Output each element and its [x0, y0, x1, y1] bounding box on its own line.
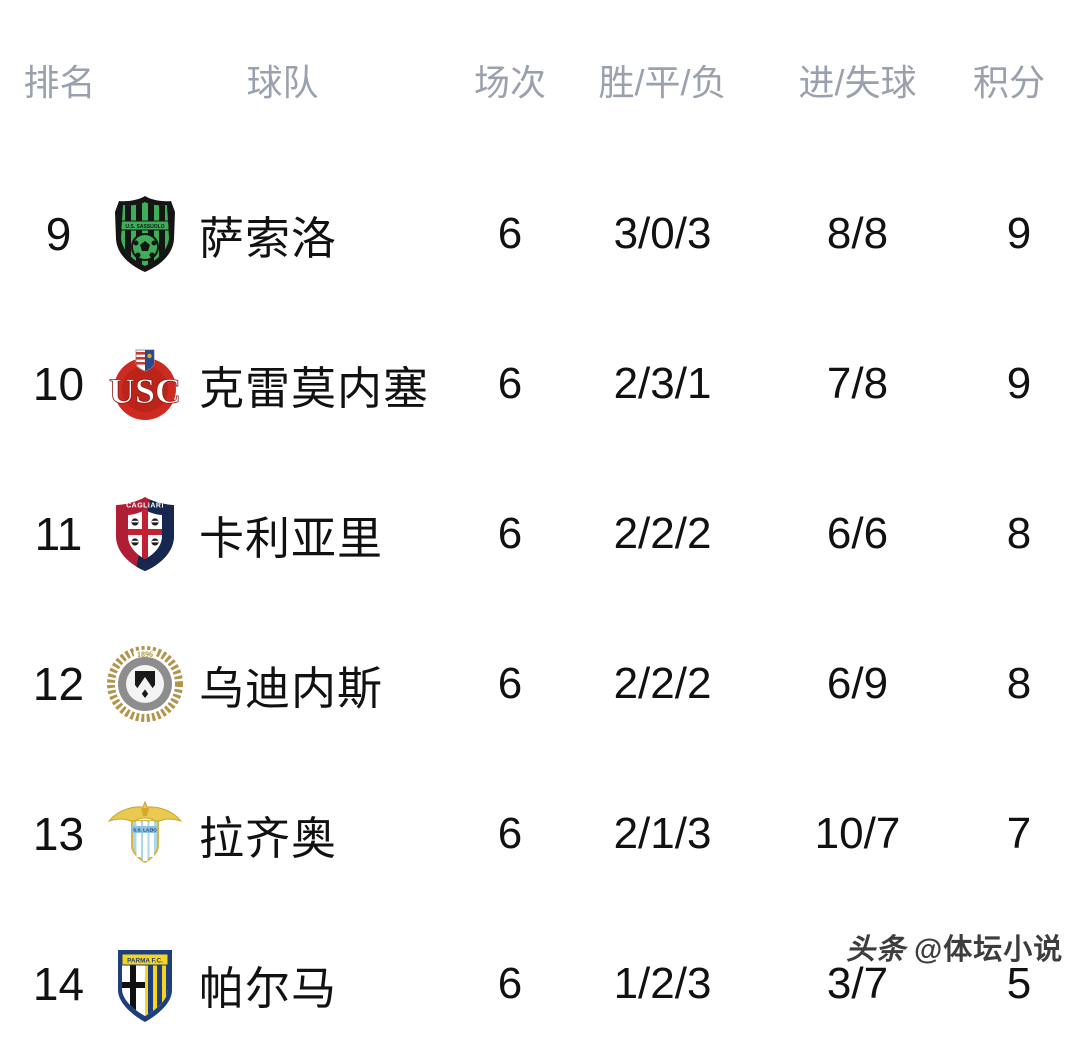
rank-cell: 12 [32, 658, 85, 710]
wdl-cell: 2/2/2 [613, 509, 712, 558]
team-cell: 帕尔马 [105, 944, 460, 1024]
cremonese-crest-icon [105, 344, 185, 424]
watermark-brand-label: 头条 [846, 934, 907, 966]
points-cell: 7 [1006, 809, 1032, 858]
rank-cell: 14 [32, 958, 85, 1010]
matches-cell: 6 [497, 809, 523, 858]
goals-cell: 7/8 [826, 359, 889, 408]
rank-cell: 9 [45, 208, 72, 260]
matches-cell: 6 [497, 659, 523, 708]
goals-cell: 6/9 [826, 659, 889, 708]
header-goals: 进/失球 [798, 62, 917, 103]
team-name: 乌迪内斯 [199, 662, 384, 714]
header-rank: 排名 [23, 62, 96, 103]
points-cell: 9 [1006, 359, 1032, 408]
header-wdl: 胜/平/负 [598, 62, 727, 103]
table-row[interactable]: 13 拉齐奥 6 2/1/3 10/7 7 [0, 759, 1068, 909]
goals-cell: 6/6 [826, 509, 889, 558]
header-points: 积分 [972, 62, 1045, 103]
wdl-cell: 3/0/3 [613, 209, 712, 258]
rank-cell: 13 [32, 808, 85, 860]
team-name: 卡利亚里 [199, 512, 384, 564]
team-name: 萨索洛 [199, 212, 338, 264]
table-row[interactable]: 11 卡利亚里 6 2/2/2 6/6 8 [0, 459, 1068, 609]
points-cell: 8 [1006, 509, 1032, 558]
goals-cell: 8/8 [826, 209, 889, 258]
watermark-author-handle: @体坛小说 [914, 934, 1064, 966]
rank-cell: 11 [34, 508, 83, 560]
table-row[interactable]: 9 萨索洛 6 3/0/3 8/8 9 [0, 159, 1068, 309]
cagliari-crest-icon [105, 494, 185, 574]
wdl-cell: 2/3/1 [613, 359, 712, 408]
points-cell: 9 [1006, 209, 1032, 258]
team-cell: 萨索洛 [105, 194, 460, 274]
table-row[interactable]: 10 克雷莫内塞 6 2/3/1 7/8 9 [0, 309, 1068, 459]
points-cell: 8 [1006, 659, 1032, 708]
team-name: 帕尔马 [199, 962, 338, 1014]
lazio-crest-icon [105, 794, 185, 874]
wdl-cell: 2/2/2 [613, 659, 712, 708]
parma-crest-icon [105, 944, 185, 1024]
team-cell: 乌迪内斯 [105, 644, 460, 724]
table-body: 9 萨索洛 6 3/0/3 8/8 9 10 克雷莫内塞 6 2/3/1 7/8… [0, 159, 1068, 1059]
rank-cell: 10 [32, 358, 85, 410]
matches-cell: 6 [497, 509, 523, 558]
sassuolo-crest-icon [105, 194, 185, 274]
team-name: 克雷莫内塞 [199, 362, 430, 414]
udinese-crest-icon [105, 644, 185, 724]
watermark: 头条 @体坛小说 [846, 926, 1063, 968]
table-header: 排名 球队 场次 胜/平/负 进/失球 积分 [0, 0, 1068, 106]
team-cell: 克雷莫内塞 [105, 344, 460, 424]
table-row[interactable]: 12 乌迪内斯 6 2/2/2 6/9 8 [0, 609, 1068, 759]
team-cell: 卡利亚里 [105, 494, 460, 574]
wdl-cell: 2/1/3 [613, 809, 712, 858]
matches-cell: 6 [497, 959, 523, 1008]
matches-cell: 6 [497, 359, 523, 408]
team-cell: 拉齐奥 [105, 794, 460, 874]
goals-cell: 10/7 [814, 809, 901, 858]
header-team: 球队 [246, 62, 319, 103]
wdl-cell: 1/2/3 [613, 959, 712, 1008]
team-name: 拉齐奥 [199, 812, 338, 864]
header-matches: 场次 [473, 62, 546, 103]
matches-cell: 6 [497, 209, 523, 258]
